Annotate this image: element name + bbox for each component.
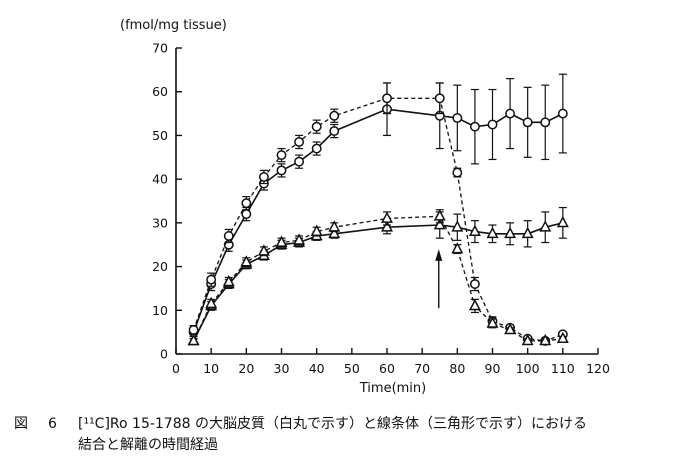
x-tick-label: 40 xyxy=(309,361,325,376)
data-point-circle xyxy=(206,274,217,285)
data-point-circle xyxy=(469,121,480,132)
data-point-circle xyxy=(329,126,340,137)
data-point-circle xyxy=(382,93,392,104)
data-point-circle xyxy=(540,117,551,128)
annotations xyxy=(435,249,443,309)
x-tick-label: 120 xyxy=(586,361,610,376)
data-point-circle xyxy=(311,121,322,132)
figure-number: 6 xyxy=(48,416,57,432)
data-point-circle xyxy=(276,165,287,176)
x-tick-label: 50 xyxy=(344,361,360,376)
data-point-circle xyxy=(294,156,305,167)
x-tick-label: 100 xyxy=(516,361,540,376)
y-tick-label: 70 xyxy=(152,41,168,56)
data-point-triangle xyxy=(328,226,341,239)
data-point-triangle xyxy=(451,220,464,232)
data-point-triangle xyxy=(310,224,323,236)
data-point-triangle xyxy=(257,244,270,256)
y-axis-title: (fmol/mg tissue) xyxy=(120,18,227,33)
data-point-triangle xyxy=(381,211,393,223)
data-point-triangle xyxy=(205,296,218,309)
axes: 0 10 20 30 40 50 60 70 80 90 100 110 120 0 10 20 30 40 50 6… xyxy=(120,18,610,396)
data-point-triangle xyxy=(521,226,534,239)
data-point-circle xyxy=(487,119,498,130)
data-point-circle xyxy=(452,167,463,178)
data-point-circle xyxy=(434,93,445,104)
data-point-circle xyxy=(276,150,287,161)
y-tick-label: 30 xyxy=(152,215,168,230)
x-tick-label: 70 xyxy=(414,361,430,376)
figure-caption: 図 6 [¹¹C]Ro 15-1788 の大脳皮質（白丸で示す）と線条体（三角形で示… xyxy=(14,414,694,456)
y-tick-label: 50 xyxy=(152,128,168,143)
x-tick-label: 0 xyxy=(172,361,180,376)
data-point-triangle xyxy=(451,242,464,254)
data-point-circle xyxy=(241,209,252,220)
data-point-circle xyxy=(188,325,199,335)
data-point-triangle xyxy=(293,233,306,245)
data-point-circle xyxy=(557,108,568,119)
series-group xyxy=(187,73,569,346)
y-tick-label: 40 xyxy=(152,172,168,187)
data-point-triangle xyxy=(504,322,517,335)
y-tick-label: 60 xyxy=(152,84,168,99)
data-point-triangle xyxy=(486,316,499,328)
data-point-triangle xyxy=(433,209,446,221)
x-tick-label: 30 xyxy=(274,361,290,376)
y-tick-label: 10 xyxy=(152,303,168,318)
x-tick-label: 60 xyxy=(379,361,395,376)
x-tick-label: 90 xyxy=(485,361,501,376)
data-point-triangle xyxy=(468,298,481,311)
data-point-triangle xyxy=(381,220,393,232)
series-line xyxy=(192,222,563,342)
arrow-head xyxy=(435,249,443,261)
data-point-circle xyxy=(505,108,516,119)
data-point-triangle xyxy=(328,220,341,232)
x-axis-title: Time(min) xyxy=(359,381,426,396)
y-tick-label: 0 xyxy=(160,347,168,362)
data-point-circle xyxy=(294,137,305,147)
x-tick-label: 110 xyxy=(551,361,575,376)
x-tick-label: 20 xyxy=(238,361,254,376)
data-point-triangle xyxy=(187,333,200,346)
data-point-triangle xyxy=(275,235,288,247)
data-point-circle xyxy=(329,110,340,121)
data-point-circle xyxy=(469,279,480,290)
data-point-triangle xyxy=(539,220,552,232)
data-point-triangle xyxy=(521,333,534,346)
data-point-circle xyxy=(452,112,463,123)
data-point-triangle xyxy=(468,224,481,236)
data-point-circle xyxy=(522,117,533,128)
data-point-triangle xyxy=(539,333,552,346)
data-point-triangle xyxy=(433,218,446,230)
data-point-circle xyxy=(223,231,234,241)
data-point-triangle xyxy=(222,274,235,287)
x-tick-label: 10 xyxy=(203,361,219,376)
data-point-circle xyxy=(258,172,269,182)
y-tick-label: 20 xyxy=(152,259,168,274)
series-4 xyxy=(187,209,569,346)
caption-text-1: [¹¹C]Ro 15-1788 の大脳皮質（白丸で示す）と線条体（三角形で示す）… xyxy=(78,416,587,432)
data-point-triangle xyxy=(556,331,569,344)
x-tick-label: 80 xyxy=(449,361,465,376)
data-point-triangle xyxy=(486,226,499,239)
series-line xyxy=(192,97,564,342)
data-point-triangle xyxy=(504,226,517,239)
caption-line-1: 図 6 [¹¹C]Ro 15-1788 の大脳皮質（白丸で示す）と線条体（三角形で示… xyxy=(14,414,694,435)
data-point-circle xyxy=(241,198,252,209)
data-point-triangle xyxy=(240,255,253,267)
figure-label: 図 xyxy=(14,416,28,432)
data-point-circle xyxy=(311,143,322,154)
caption-line-2: 結合と解離の時間経過 xyxy=(78,437,218,453)
data-point-triangle xyxy=(556,215,569,228)
